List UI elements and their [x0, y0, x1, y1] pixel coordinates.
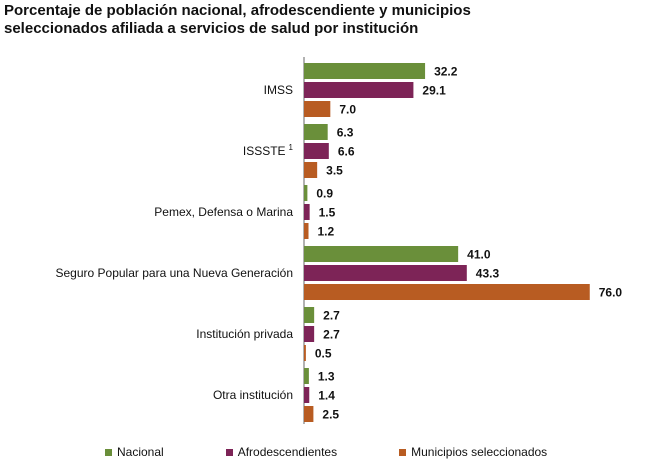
legend-swatch-nacional [105, 448, 112, 456]
bar-afrodescendientes-pemex-defensa-o-marina [304, 204, 310, 220]
value-label-municipios-seleccionados-imss: 7.0 [339, 103, 356, 117]
value-label-municipios-seleccionados-issste: 3.5 [326, 164, 343, 178]
bar-afrodescendientes-institucion-privada [304, 326, 315, 342]
chart-title: Porcentaje de población nacional, afrode… [4, 2, 654, 38]
bar-afrodescendientes-issste [304, 143, 329, 159]
value-label-nacional-imss: 32.2 [434, 65, 458, 79]
bar-municipios-seleccionados-pemex-defensa-o-marina [304, 223, 309, 239]
value-label-afrodescendientes-institucion-privada: 2.7 [323, 328, 340, 342]
category-label-imss: IMSS [264, 83, 293, 97]
chart-title-line-1: Porcentaje de población nacional, afrode… [4, 2, 471, 19]
value-label-afrodescendientes-seguro-popular-para-una-nueva-generacion: 43.3 [476, 267, 500, 281]
value-label-municipios-seleccionados-institucion-privada: 0.5 [315, 347, 332, 361]
bar-chart: IMSS 32.2 29.1 7.0 ISSSTE 1 6.3 6.6 3.5 Pemex, De… [56, 57, 623, 424]
value-label-nacional-issste: 6.3 [337, 126, 354, 140]
bar-municipios-seleccionados-otra-institucion [304, 406, 314, 422]
category-label-seguro-popular-para-una-nueva-generacion: Seguro Popular para una Nueva Generación [56, 266, 294, 280]
value-label-afrodescendientes-issste: 6.6 [338, 145, 355, 159]
bar-municipios-seleccionados-seguro-popular-para-una-nueva-generacion [304, 284, 590, 300]
bar-municipios-seleccionados-imss [304, 101, 331, 117]
bar-afrodescendientes-imss [304, 82, 414, 98]
value-label-afrodescendientes-otra-institucion: 1.4 [318, 389, 335, 403]
legend-swatch-afrodescendientes [225, 448, 233, 456]
bar-nacional-pemex-defensa-o-marina [304, 185, 308, 201]
chart-legend: Nacional Afrodescendientes Municipios se… [105, 444, 609, 460]
legend-label-municipios: Municipios seleccionados [411, 445, 548, 459]
value-label-nacional-pemex-defensa-o-marina: 0.9 [316, 187, 333, 201]
legend-item-municipios: Municipios seleccionados [399, 445, 547, 459]
bar-municipios-seleccionados-issste [304, 162, 318, 178]
chart-title-line-2: seleccionados afiliada a servicios de sa… [4, 20, 419, 37]
legend-label-nacional: Nacional [117, 445, 164, 459]
value-label-nacional-otra-institucion: 1.3 [318, 370, 335, 384]
bar-afrodescendientes-otra-institucion [304, 387, 310, 403]
bar-nacional-seguro-popular-para-una-nueva-generacion [304, 246, 459, 262]
legend-label-afrodescendientes: Afrodescendientes [237, 445, 338, 459]
legend-swatch-municipios [399, 448, 407, 456]
footnote-marker: 1 [289, 143, 294, 152]
bar-nacional-institucion-privada [304, 307, 315, 323]
value-label-municipios-seleccionados-pemex-defensa-o-marina: 1.2 [318, 225, 335, 239]
value-label-nacional-institucion-privada: 2.7 [323, 309, 340, 323]
bar-nacional-issste [304, 124, 328, 140]
bar-afrodescendientes-seguro-popular-para-una-nueva-generacion [304, 265, 467, 281]
legend-item-afrodescendientes: Afrodescendientes [225, 445, 338, 459]
category-label-pemex-defensa-o-marina: Pemex, Defensa o Marina [154, 205, 293, 219]
value-label-municipios-seleccionados-otra-institucion: 2.5 [322, 408, 339, 422]
value-label-nacional-seguro-popular-para-una-nueva-generacion: 41.0 [467, 248, 491, 262]
bar-municipios-seleccionados-institucion-privada [304, 345, 306, 361]
category-label-institucion-privada: Institución privada [196, 327, 293, 341]
category-label-issste: ISSSTE 1 [243, 143, 294, 158]
bar-nacional-imss [304, 63, 426, 79]
bar-nacional-otra-institucion [304, 368, 309, 384]
category-label-otra-institucion: Otra institución [213, 388, 293, 402]
legend-item-nacional: Nacional [105, 445, 164, 459]
value-label-afrodescendientes-imss: 29.1 [422, 84, 446, 98]
value-label-municipios-seleccionados-seguro-popular-para-una-nueva-generacion: 76.0 [599, 286, 623, 300]
value-label-afrodescendientes-pemex-defensa-o-marina: 1.5 [319, 206, 336, 220]
